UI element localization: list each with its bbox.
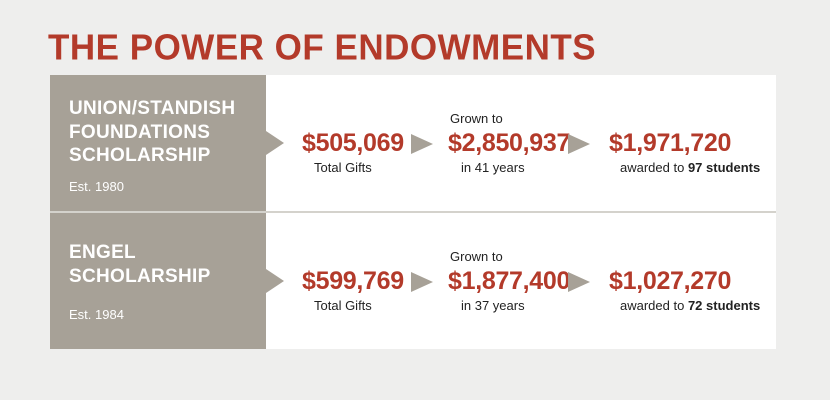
scholarship-label-box: ENGEL SCHOLARSHIP Est. 1984 [50, 213, 266, 349]
scholarship-row: UNION/STANDISH FOUNDATIONS SCHOLARSHIP E… [50, 75, 776, 212]
established-year: Est. 1980 [69, 179, 124, 194]
established-year: Est. 1984 [69, 307, 124, 322]
row-divider [50, 211, 776, 213]
grown-years: in 37 years [461, 298, 525, 313]
arrow-right-icon [568, 134, 590, 154]
grown-to-label: Grown to [450, 111, 503, 126]
label-pointer-icon [266, 269, 284, 293]
total-gifts-label: Total Gifts [314, 298, 372, 313]
total-gifts-value: $599,769 [302, 267, 404, 295]
awarded-students: 72 students [687, 298, 761, 313]
label-pointer-icon [266, 131, 284, 155]
awarded-label: awarded to 97 students [620, 160, 760, 175]
grown-years: in 41 years [461, 160, 525, 175]
awarded-prefix: awarded to [620, 160, 685, 175]
grown-value: $2,850,937 [448, 129, 571, 157]
awarded-value: $1,027,270 [609, 267, 732, 295]
endowments-panel: UNION/STANDISH FOUNDATIONS SCHOLARSHIP E… [50, 75, 776, 349]
total-gifts-value: $505,069 [302, 129, 404, 157]
scholarship-name: UNION/STANDISH FOUNDATIONS SCHOLARSHIP [69, 98, 236, 166]
page-title: THE POWER OF ENDOWMENTS [48, 27, 597, 68]
awarded-value: $1,971,720 [609, 129, 732, 157]
grown-to-label: Grown to [450, 249, 503, 264]
total-gifts-label: Total Gifts [314, 160, 372, 175]
awarded-students: 97 students [687, 160, 761, 175]
arrow-right-icon [411, 134, 433, 154]
scholarship-name: ENGEL SCHOLARSHIP [69, 242, 211, 287]
arrow-right-icon [411, 272, 433, 292]
awarded-prefix: awarded to [620, 298, 685, 313]
arrow-right-icon [568, 272, 590, 292]
grown-value: $1,877,400 [448, 267, 571, 295]
awarded-label: awarded to 72 students [620, 298, 760, 313]
scholarship-label-box: UNION/STANDISH FOUNDATIONS SCHOLARSHIP E… [50, 75, 266, 212]
scholarship-row: ENGEL SCHOLARSHIP Est. 1984 $599,769 Tot… [50, 213, 776, 349]
